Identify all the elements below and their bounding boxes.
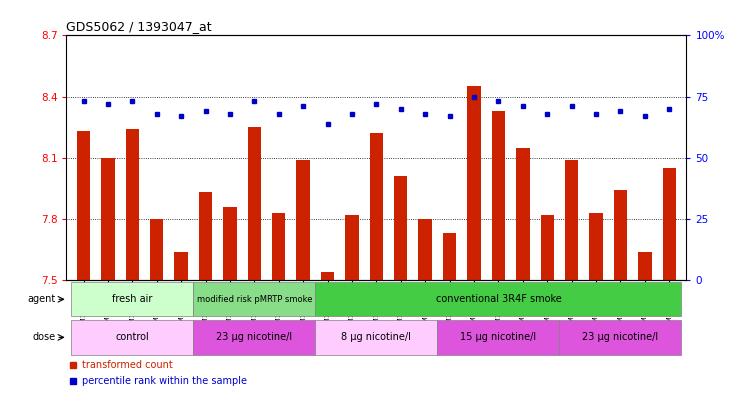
- Bar: [516, 148, 530, 280]
- Text: agent: agent: [27, 294, 55, 304]
- Text: 23 μg nicotine/l: 23 μg nicotine/l: [582, 332, 658, 342]
- Bar: [370, 133, 383, 280]
- Bar: [193, 320, 315, 354]
- Text: 15 μg nicotine/l: 15 μg nicotine/l: [461, 332, 537, 342]
- Text: control: control: [115, 332, 149, 342]
- Text: modified risk pMRTP smoke: modified risk pMRTP smoke: [196, 295, 312, 304]
- Bar: [418, 219, 432, 280]
- Bar: [394, 176, 407, 280]
- Bar: [193, 282, 315, 316]
- Text: fresh air: fresh air: [112, 294, 153, 304]
- Bar: [590, 213, 603, 280]
- Bar: [315, 282, 681, 316]
- Text: GDS5062 / 1393047_at: GDS5062 / 1393047_at: [66, 20, 212, 33]
- Text: 8 μg nicotine/l: 8 μg nicotine/l: [342, 332, 411, 342]
- Text: 23 μg nicotine/l: 23 μg nicotine/l: [216, 332, 292, 342]
- Bar: [315, 320, 438, 354]
- Bar: [638, 252, 652, 280]
- Bar: [321, 272, 334, 280]
- Bar: [101, 158, 114, 280]
- Bar: [223, 207, 237, 280]
- Bar: [125, 129, 139, 280]
- Bar: [72, 320, 193, 354]
- Bar: [150, 219, 163, 280]
- Bar: [663, 168, 676, 280]
- Bar: [199, 193, 213, 280]
- Bar: [297, 160, 310, 280]
- Bar: [272, 213, 286, 280]
- Bar: [174, 252, 188, 280]
- Text: conventional 3R4F smoke: conventional 3R4F smoke: [435, 294, 562, 304]
- Bar: [492, 111, 505, 280]
- Bar: [614, 191, 627, 280]
- Bar: [565, 160, 579, 280]
- Bar: [77, 131, 90, 280]
- Text: percentile rank within the sample: percentile rank within the sample: [82, 376, 247, 386]
- Bar: [467, 86, 480, 280]
- Text: transformed count: transformed count: [82, 360, 173, 369]
- Text: dose: dose: [32, 332, 55, 342]
- Bar: [248, 127, 261, 280]
- Bar: [438, 320, 559, 354]
- Bar: [72, 282, 193, 316]
- Bar: [540, 215, 554, 280]
- Bar: [345, 215, 359, 280]
- Bar: [559, 320, 681, 354]
- Bar: [443, 233, 456, 280]
